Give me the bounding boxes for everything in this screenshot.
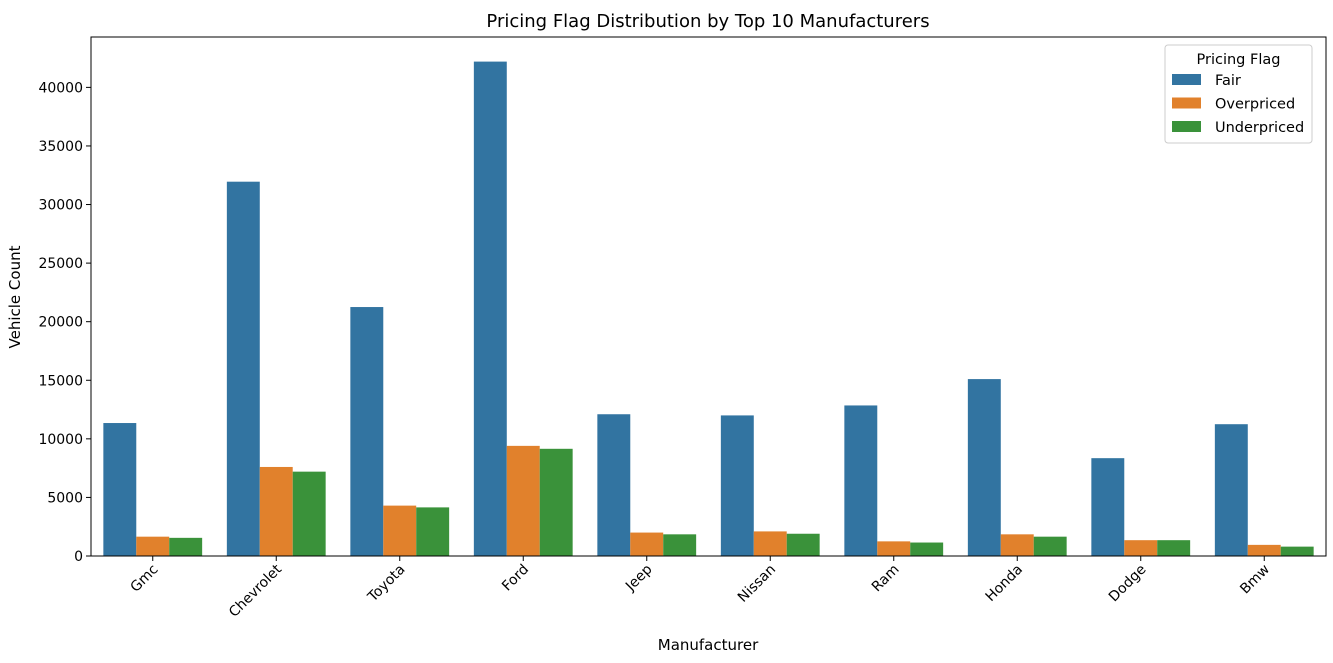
bar-overpriced-honda	[1000, 534, 1034, 556]
x-tick-label: Ford	[499, 562, 532, 595]
x-tick-label: Dodge	[1106, 562, 1150, 606]
bar-underpriced-gmc	[169, 537, 203, 556]
legend-label-fair: Fair	[1215, 73, 1241, 89]
bar-overpriced-nissan	[753, 531, 787, 556]
bar-overpriced-dodge	[1124, 540, 1158, 556]
plot-area	[90, 36, 1327, 557]
bar-underpriced-dodge	[1157, 540, 1191, 556]
bar-fair-ford	[473, 61, 507, 556]
y-tick-label: 5000	[47, 490, 83, 506]
y-tick-label: 25000	[38, 256, 83, 272]
bar-fair-jeep	[597, 414, 631, 556]
bar-underpriced-honda	[1033, 536, 1067, 556]
y-tick-label: 40000	[38, 80, 83, 96]
bar-overpriced-chevrolet	[259, 466, 293, 556]
legend-title: Pricing Flag	[1197, 52, 1281, 68]
bar-underpriced-nissan	[786, 533, 820, 556]
bar-fair-chevrolet	[226, 181, 260, 556]
x-axis: Gmc Chevrolet Toyota Ford Jeep Nissan Ram Honda…	[128, 556, 1273, 621]
bar-underpriced-chevrolet	[292, 471, 326, 556]
legend-swatch-underpriced	[1172, 121, 1201, 132]
bar-underpriced-bmw	[1280, 546, 1314, 556]
y-tick-label: 30000	[38, 198, 83, 214]
bar-fair-nissan	[720, 415, 754, 556]
legend-label-underpriced: Underpriced	[1215, 120, 1304, 136]
chart-title: Pricing Flag Distribution by Top 10 Manu…	[486, 11, 929, 32]
bar-overpriced-toyota	[383, 505, 417, 556]
bar-fair-dodge	[1091, 458, 1125, 556]
x-tick-label: Bmw	[1237, 562, 1273, 598]
bar-overpriced-gmc	[136, 536, 170, 556]
x-tick-label: Toyota	[364, 562, 408, 606]
bar-underpriced-jeep	[663, 534, 697, 556]
y-axis-label: Vehicle Count	[6, 245, 24, 348]
x-tick-label: Honda	[983, 562, 1026, 605]
bar-fair-gmc	[103, 423, 137, 556]
bar-underpriced-ram	[910, 542, 944, 556]
bar-overpriced-ram	[877, 541, 911, 556]
x-tick-label: Chevrolet	[226, 561, 285, 620]
y-tick-label: 10000	[38, 432, 83, 448]
y-tick-label: 15000	[38, 373, 83, 389]
bar-fair-ram	[844, 405, 878, 556]
y-axis: 0 5000 10000 15000 20000 25000 30000 35000 40000	[38, 80, 91, 565]
legend-swatch-overpriced	[1172, 97, 1201, 109]
bar-overpriced-ford	[506, 445, 540, 556]
x-tick-label: Nissan	[735, 562, 779, 606]
bar-fair-honda	[967, 379, 1001, 556]
x-tick-label: Gmc	[128, 562, 162, 596]
legend-box	[1164, 44, 1313, 144]
bar-underpriced-ford	[539, 448, 573, 556]
legend: Pricing Flag Fair Overpriced Underpriced	[1164, 44, 1313, 144]
bar-fair-bmw	[1214, 424, 1248, 556]
legend-swatch-fair	[1172, 74, 1201, 85]
plot-frame	[90, 36, 1327, 557]
bar-fair-toyota	[350, 307, 384, 556]
bar-overpriced-jeep	[630, 532, 664, 556]
x-tick-label: Ram	[869, 562, 903, 596]
y-tick-label: 0	[74, 549, 83, 565]
y-tick-label: 20000	[38, 315, 83, 331]
x-tick-label: Jeep	[622, 561, 655, 594]
bar-underpriced-toyota	[416, 507, 450, 556]
legend-label-overpriced: Overpriced	[1215, 97, 1295, 113]
bar-overpriced-bmw	[1247, 544, 1281, 556]
y-tick-label: 35000	[38, 139, 83, 155]
x-axis-label: Manufacturer	[658, 636, 759, 654]
